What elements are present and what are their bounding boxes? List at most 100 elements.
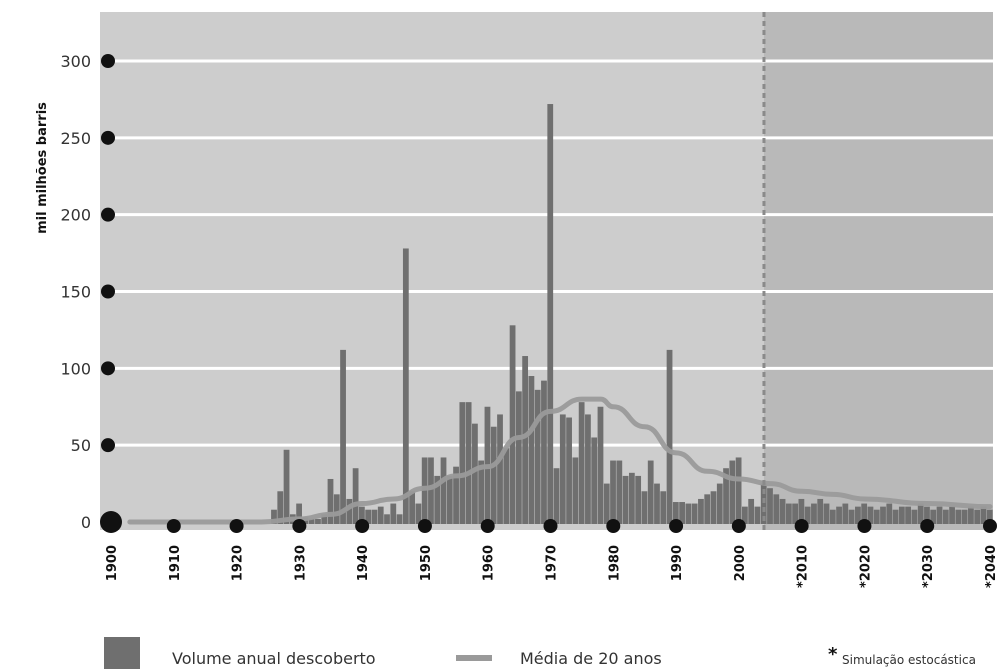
bar: [428, 457, 434, 524]
bar: [767, 488, 773, 524]
bar: [949, 506, 955, 524]
y-axis-marker: [100, 511, 122, 533]
legend-note-asterisk: *: [828, 644, 838, 665]
bar: [855, 506, 861, 524]
x-tick-labels: 1900 1910 1920 1930 1940 1950 1960 1970 1980 1990…: [105, 545, 999, 588]
bar: [980, 506, 987, 524]
x-axis-marker: [731, 519, 746, 533]
bar: [741, 506, 748, 524]
x-tick-label: 2000: [733, 545, 748, 581]
x-tick-label: 1970: [545, 545, 560, 581]
x-tick-label: 1920: [231, 545, 246, 581]
bar: [465, 402, 472, 524]
bar: [704, 494, 711, 524]
bar: [817, 498, 824, 524]
bar: [597, 406, 604, 524]
bar: [271, 509, 277, 524]
bar: [930, 509, 937, 524]
bar: [346, 498, 353, 524]
bar: [522, 356, 529, 524]
bar: [936, 506, 943, 524]
bar: [277, 491, 284, 524]
bar: [371, 509, 378, 524]
bar: [968, 506, 974, 524]
x-axis-markers: [166, 519, 997, 533]
x-tick-label: *2040: [984, 545, 999, 588]
bar: [446, 475, 453, 524]
bar: [892, 509, 899, 524]
bar: [547, 104, 554, 524]
x-tick-label: 1960: [482, 545, 497, 581]
bar: [723, 468, 729, 524]
bar: [836, 506, 842, 524]
x-tick-label: 1930: [293, 545, 308, 581]
bar: [641, 491, 648, 524]
bar: [823, 503, 830, 524]
x-tick-label: 1900: [105, 545, 120, 581]
bar: [754, 506, 761, 524]
bar: [283, 449, 290, 524]
bar: [691, 503, 698, 524]
bar: [760, 483, 767, 524]
legend-swatch-bars: [104, 637, 140, 669]
bar: [515, 391, 522, 524]
average-line: [127, 396, 993, 525]
bar: [572, 457, 579, 524]
bar: [792, 503, 799, 524]
bar: [685, 503, 692, 524]
x-axis-marker: [166, 519, 181, 533]
bar: [333, 494, 340, 524]
bar: [917, 503, 924, 524]
bar: [472, 423, 478, 524]
bar: [798, 498, 805, 524]
bar: [867, 506, 874, 524]
bar: [660, 491, 667, 524]
bar: [905, 506, 912, 524]
x-axis-marker: [920, 519, 935, 533]
bar: [986, 509, 993, 524]
bar: [409, 491, 416, 524]
y-tick-label: 50: [71, 436, 91, 455]
bar: [359, 506, 365, 524]
bar: [308, 518, 315, 524]
bar: [654, 483, 660, 524]
x-tick-label: 1950: [419, 545, 434, 581]
bar: [811, 503, 817, 524]
bar: [880, 506, 886, 524]
bar: [635, 475, 642, 524]
bar: [591, 437, 598, 524]
y-tick-label: 250: [60, 129, 91, 148]
x-axis-marker: [355, 519, 370, 533]
bar: [666, 349, 673, 524]
bar: [566, 417, 572, 524]
bar-series: [271, 104, 993, 524]
bar: [961, 509, 968, 524]
bar: [610, 460, 616, 524]
bar: [911, 509, 918, 524]
bar: [974, 509, 981, 524]
bar: [541, 380, 547, 524]
y-axis-markers: [100, 54, 122, 533]
bar: [478, 460, 485, 524]
bar: [490, 426, 497, 524]
bar: [679, 502, 685, 524]
bar: [873, 509, 880, 524]
bar: [647, 460, 654, 524]
bar: [829, 509, 836, 524]
bar: [415, 503, 422, 524]
y-axis-marker: [101, 438, 115, 453]
bar: [509, 325, 516, 524]
bar: [327, 478, 334, 524]
bar: [365, 509, 372, 524]
bar: [804, 506, 811, 524]
bar: [861, 503, 868, 524]
bar: [384, 514, 390, 524]
y-tick-label: 300: [60, 52, 91, 71]
bar: [848, 509, 855, 524]
x-axis-marker: [543, 519, 558, 533]
y-axis-marker: [101, 361, 115, 376]
bar: [396, 514, 403, 524]
x-tick-label: *2030: [921, 545, 936, 588]
legend-label-bars: Volume anual descoberto: [172, 649, 376, 668]
y-tick-label: 150: [60, 283, 91, 302]
